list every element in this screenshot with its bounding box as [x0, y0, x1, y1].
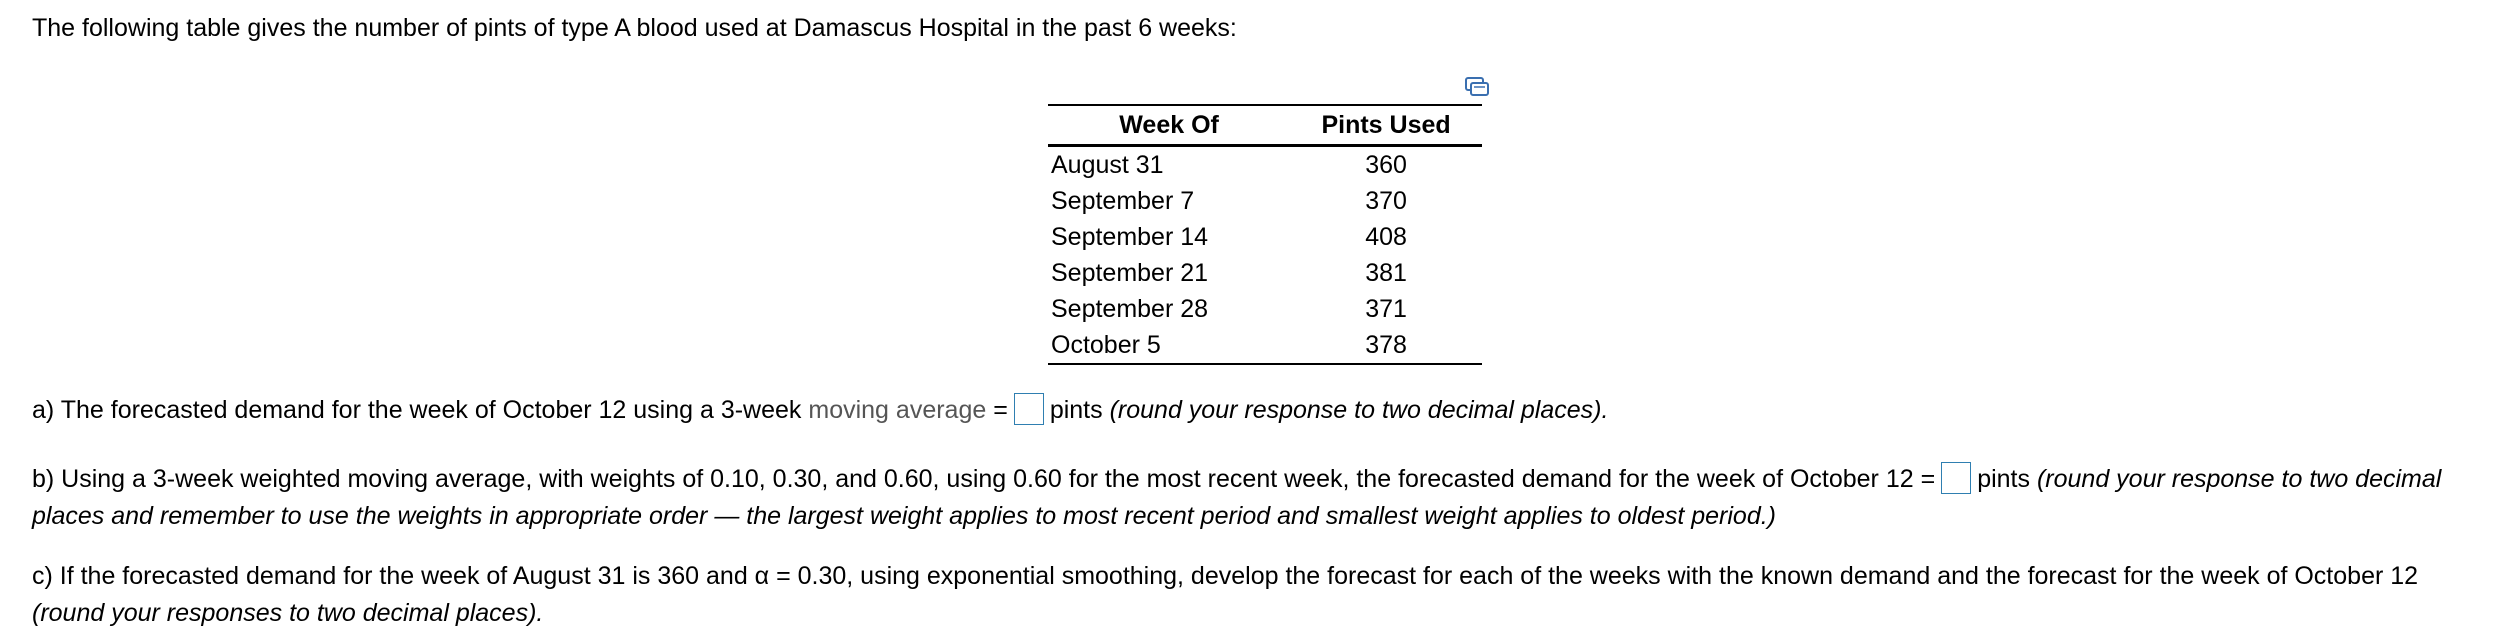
table-row: September 21 381: [1048, 255, 1482, 291]
week-cell: September 28: [1051, 295, 1209, 323]
question-b-text: b) Using a 3-week weighted moving averag…: [32, 465, 1936, 493]
week-cell: September 21: [1051, 259, 1209, 287]
blood-usage-table: Week Of Pints Used August 31 360 Septemb…: [1048, 104, 1482, 365]
pints-cell: 370: [1365, 187, 1407, 215]
question-c: c) If the forecasted demand for the week…: [32, 558, 2492, 632]
table-row: August 31 360: [1048, 146, 1482, 184]
answer-b-input[interactable]: [1941, 462, 1972, 494]
answer-a-input[interactable]: [1013, 393, 1044, 425]
question-a-unit: pints: [1049, 396, 1110, 424]
question-a-text: a) The forecasted demand for the week of…: [32, 396, 809, 424]
question-c-text: c) If the forecasted demand for the week…: [32, 562, 2419, 590]
moving-average-link[interactable]: moving average: [808, 396, 987, 424]
header-pints-used: Pints Used: [1290, 104, 1482, 147]
week-cell: September 14: [1051, 223, 1209, 251]
pints-cell: 408: [1365, 223, 1407, 251]
pints-cell: 381: [1365, 259, 1407, 287]
pints-cell: 360: [1365, 151, 1407, 179]
pints-cell: 371: [1365, 295, 1407, 323]
table-row: September 14 408: [1048, 219, 1482, 255]
week-cell: September 7: [1051, 187, 1195, 215]
copy-table-icon[interactable]: [1464, 74, 1490, 100]
question-b-note: (round your response to two decimal plac…: [32, 465, 2442, 530]
pints-cell: 378: [1290, 327, 1482, 365]
question-a-note: (round your response to two decimal plac…: [1109, 396, 1609, 424]
question-b-unit: pints: [1977, 465, 2037, 493]
header-week-of: Week Of: [1048, 104, 1291, 147]
question-a: a) The forecasted demand for the week of…: [32, 392, 2492, 429]
week-cell: August 31: [1051, 151, 1164, 179]
table-row: October 5 378: [1048, 327, 1482, 365]
table-row: September 28 371: [1048, 291, 1482, 327]
intro-text: The following table gives the number of …: [32, 14, 1237, 42]
question-a-equals: =: [986, 396, 1008, 424]
table-row: September 7 370: [1048, 183, 1482, 219]
week-cell: October 5: [1048, 327, 1291, 365]
question-b: b) Using a 3-week weighted moving averag…: [32, 461, 2492, 535]
question-c-note: (round your responses to two decimal pla…: [32, 599, 544, 627]
